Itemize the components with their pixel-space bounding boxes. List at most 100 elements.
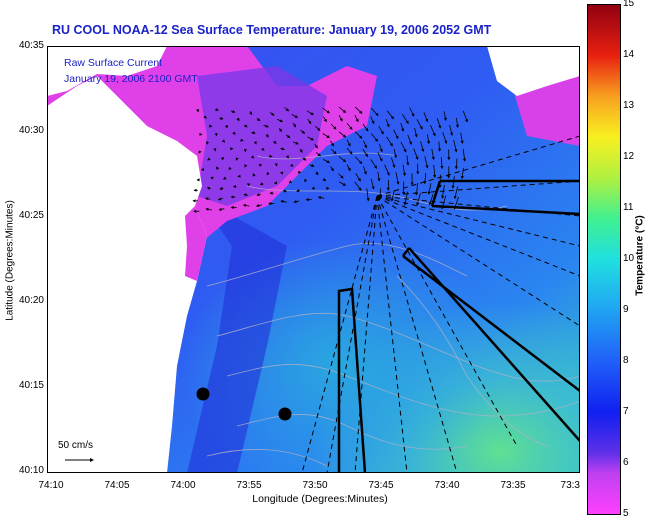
current-vector <box>363 166 367 175</box>
current-vector <box>250 155 255 159</box>
current-vector <box>306 110 314 116</box>
current-vector <box>307 118 312 125</box>
current-vector <box>203 115 207 119</box>
current-vector <box>346 164 351 172</box>
current-vector <box>403 191 408 206</box>
current-vector <box>322 178 327 182</box>
lon-tick: 73:3 <box>560 480 580 491</box>
marker-dot-2 <box>278 407 292 421</box>
current-vector <box>219 186 224 190</box>
land-long-island-nj <box>47 76 207 473</box>
current-legend-line2: January 19, 2006 2100 GMT <box>64 73 198 85</box>
current-vector <box>285 155 289 159</box>
current-vector <box>293 200 300 204</box>
current-vector <box>221 139 226 143</box>
current-vector <box>428 193 434 206</box>
current-vector <box>292 141 299 145</box>
current-vector <box>377 152 383 162</box>
colorbar-tick: 14 <box>623 49 635 60</box>
current-vector <box>423 112 429 123</box>
current-vector <box>206 186 211 190</box>
current-vector <box>290 163 294 167</box>
current-vector <box>407 134 412 146</box>
current-vector <box>442 132 448 144</box>
current-vector <box>462 110 468 123</box>
current-vector <box>454 158 459 170</box>
current-vector <box>443 111 447 121</box>
current-vector <box>218 207 225 211</box>
current-vector <box>460 167 464 180</box>
current-vector <box>338 106 347 114</box>
survey-lines <box>301 135 580 473</box>
current-vector <box>402 164 406 177</box>
current-vector <box>322 133 330 139</box>
lon-tick: 73:45 <box>368 480 394 491</box>
current-vector <box>292 122 297 128</box>
lon-tick: 73:35 <box>500 480 526 491</box>
current-vector <box>354 131 363 139</box>
current-vector <box>196 108 200 113</box>
current-vector <box>230 109 236 113</box>
current-vector <box>400 122 405 132</box>
current-vector <box>314 143 318 149</box>
current-vector <box>441 184 445 199</box>
current-vector <box>285 134 291 139</box>
current-vector <box>366 188 370 202</box>
land-north <box>47 46 167 96</box>
current-vector <box>246 183 251 187</box>
y-axis-title: Latitude (Degrees:Minutes) <box>4 200 16 321</box>
cold-water-purple <box>197 66 327 206</box>
current-vector <box>436 118 442 129</box>
current-vector <box>317 196 325 200</box>
lon-tick: 74:00 <box>170 480 196 491</box>
current-vector <box>433 164 437 179</box>
colorbar-tick: 9 <box>623 304 629 315</box>
lat-tick: 40:20 <box>18 295 44 306</box>
current-vector <box>249 111 253 116</box>
lon-tick: 73:55 <box>236 480 262 491</box>
current-vector <box>330 140 335 147</box>
current-vector <box>460 132 464 144</box>
current-vector <box>451 176 455 189</box>
current-vector <box>323 159 331 163</box>
colorbar-tick: 10 <box>623 253 635 264</box>
current-vector <box>426 134 431 145</box>
current-vector <box>315 152 322 157</box>
current-vector <box>414 128 418 138</box>
current-vector <box>338 173 344 179</box>
current-vector <box>385 118 390 128</box>
current-vector <box>413 148 419 160</box>
current-vector <box>228 166 232 170</box>
current-vector <box>409 107 415 117</box>
current-vector <box>362 123 369 132</box>
current-vector <box>263 124 269 128</box>
current-vector <box>261 147 265 151</box>
current-vector <box>370 133 379 142</box>
lon-tick: 73:50 <box>302 480 328 491</box>
lat-tick: 40:15 <box>18 380 44 391</box>
current-vector <box>216 166 220 170</box>
current-vector <box>215 107 219 112</box>
current-vector <box>330 166 334 172</box>
current-vector <box>339 181 347 186</box>
current-vector <box>402 114 409 124</box>
current-vector <box>235 157 239 161</box>
map-frame <box>47 46 580 473</box>
current-vector <box>259 182 264 186</box>
surface-current-vectors <box>192 106 468 213</box>
current-vector <box>205 207 212 211</box>
current-vector <box>415 182 419 196</box>
current-vector <box>378 188 382 201</box>
current-vector <box>431 148 435 161</box>
current-vector <box>255 203 262 208</box>
current-vector <box>220 157 225 161</box>
current-legend-line1: Raw Surface Current <box>64 57 163 69</box>
current-vector <box>205 197 211 201</box>
current-vector <box>296 188 300 192</box>
sst-map <box>47 46 580 473</box>
current-vector <box>266 171 270 176</box>
current-vector <box>355 173 361 182</box>
current-vector <box>406 155 410 166</box>
current-vector <box>462 148 467 162</box>
colorbar-tick: 11 <box>623 202 634 213</box>
